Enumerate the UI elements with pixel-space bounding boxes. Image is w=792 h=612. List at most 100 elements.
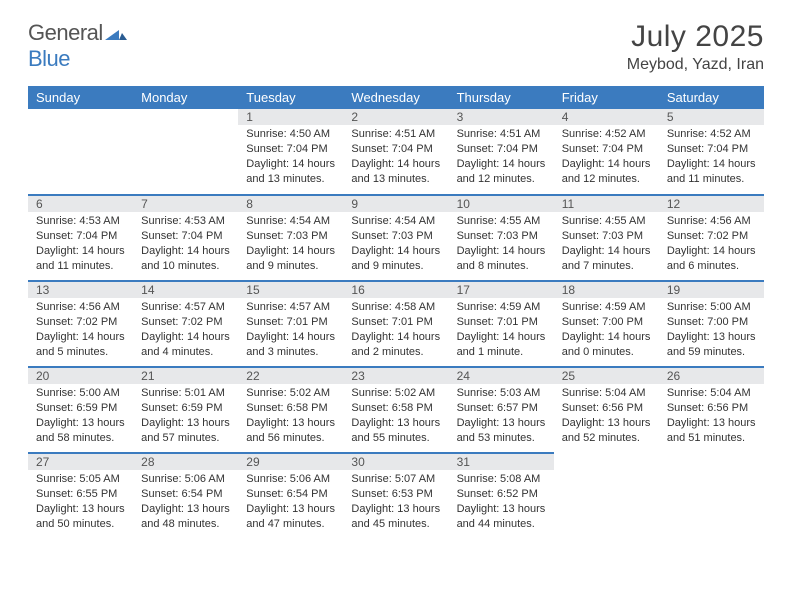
calendar-cell [659,453,764,539]
page-title: July 2025 [627,20,764,54]
daylight-label: Daylight: [36,245,79,257]
sunrise-value: 4:55 AM [500,215,540,227]
day-details: Sunrise: 4:55 AMSunset: 7:03 PMDaylight:… [449,212,554,277]
sunset-label: Sunset: [562,316,599,328]
day-details: Sunrise: 4:57 AMSunset: 7:01 PMDaylight:… [238,298,343,363]
calendar-cell: 27Sunrise: 5:05 AMSunset: 6:55 PMDayligh… [28,453,133,539]
day-details: Sunrise: 4:54 AMSunset: 7:03 PMDaylight:… [343,212,448,277]
sunset-value: 6:56 PM [707,402,748,414]
day-number: 9 [343,196,448,212]
sunset-value: 6:57 PM [497,402,538,414]
day-number: 24 [449,368,554,384]
sunrise-value: 4:51 AM [395,128,435,140]
day-details: Sunrise: 5:02 AMSunset: 6:58 PMDaylight:… [238,384,343,449]
sunset-label: Sunset: [141,402,178,414]
sunrise-label: Sunrise: [562,301,602,313]
sunset-label: Sunset: [36,402,73,414]
sunrise-value: 4:59 AM [500,301,540,313]
sunrise-label: Sunrise: [351,473,391,485]
calendar-cell: 24Sunrise: 5:03 AMSunset: 6:57 PMDayligh… [449,367,554,453]
calendar-cell: 20Sunrise: 5:00 AMSunset: 6:59 PMDayligh… [28,367,133,453]
calendar-cell: 10Sunrise: 4:55 AMSunset: 7:03 PMDayligh… [449,195,554,281]
day-details: Sunrise: 4:56 AMSunset: 7:02 PMDaylight:… [28,298,133,363]
daylight-label: Daylight: [141,331,184,343]
day-details: Sunrise: 4:55 AMSunset: 7:03 PMDaylight:… [554,212,659,277]
logo-text-gray: General [28,20,103,45]
sunset-value: 6:54 PM [182,488,223,500]
day-number: 17 [449,282,554,298]
day-number: 5 [659,109,764,125]
daylight-label: Daylight: [141,503,184,515]
daylight-label: Daylight: [36,417,79,429]
sunrise-value: 5:06 AM [185,473,225,485]
sunset-value: 7:03 PM [602,230,643,242]
calendar-cell: 12Sunrise: 4:56 AMSunset: 7:02 PMDayligh… [659,195,764,281]
day-header: Tuesday [238,86,343,109]
day-details: Sunrise: 4:50 AMSunset: 7:04 PMDaylight:… [238,125,343,190]
calendar-cell: 14Sunrise: 4:57 AMSunset: 7:02 PMDayligh… [133,281,238,367]
daylight-label: Daylight: [562,245,605,257]
day-number: 14 [133,282,238,298]
calendar-cell [554,453,659,539]
calendar-cell [28,109,133,195]
calendar-body: 1Sunrise: 4:50 AMSunset: 7:04 PMDaylight… [28,109,764,539]
sunset-label: Sunset: [457,316,494,328]
daylight-label: Daylight: [246,245,289,257]
daylight-label: Daylight: [351,503,394,515]
sunrise-value: 4:59 AM [605,301,645,313]
day-details: Sunrise: 4:53 AMSunset: 7:04 PMDaylight:… [28,212,133,277]
location-label: Meybod, Yazd, Iran [627,56,764,74]
calendar-cell: 29Sunrise: 5:06 AMSunset: 6:54 PMDayligh… [238,453,343,539]
sunset-value: 7:01 PM [497,316,538,328]
sunset-label: Sunset: [562,402,599,414]
sunset-value: 6:54 PM [287,488,328,500]
sunrise-value: 5:06 AM [290,473,330,485]
day-details: Sunrise: 4:52 AMSunset: 7:04 PMDaylight:… [554,125,659,190]
sunrise-value: 4:50 AM [290,128,330,140]
day-header: Wednesday [343,86,448,109]
calendar-cell: 26Sunrise: 5:04 AMSunset: 6:56 PMDayligh… [659,367,764,453]
day-details: Sunrise: 4:59 AMSunset: 7:00 PMDaylight:… [554,298,659,363]
sunset-value: 6:59 PM [182,402,223,414]
sunrise-value: 5:04 AM [605,387,645,399]
calendar-cell: 2Sunrise: 4:51 AMSunset: 7:04 PMDaylight… [343,109,448,195]
day-number: 10 [449,196,554,212]
sunset-value: 6:52 PM [497,488,538,500]
day-details: Sunrise: 4:58 AMSunset: 7:01 PMDaylight:… [343,298,448,363]
sunrise-label: Sunrise: [141,473,181,485]
sunrise-label: Sunrise: [141,387,181,399]
sunrise-label: Sunrise: [667,128,707,140]
sunrise-value: 5:01 AM [185,387,225,399]
calendar-row: 1Sunrise: 4:50 AMSunset: 7:04 PMDaylight… [28,109,764,195]
sunrise-label: Sunrise: [36,473,76,485]
day-details: Sunrise: 5:02 AMSunset: 6:58 PMDaylight:… [343,384,448,449]
daylight-label: Daylight: [36,331,79,343]
sunrise-value: 4:54 AM [290,215,330,227]
daylight-label: Daylight: [667,245,710,257]
title-block: July 2025 Meybod, Yazd, Iran [627,20,764,74]
sunset-value: 6:59 PM [76,402,117,414]
day-number: 25 [554,368,659,384]
daylight-label: Daylight: [246,417,289,429]
sunrise-label: Sunrise: [246,473,286,485]
sunset-label: Sunset: [562,143,599,155]
day-number: 4 [554,109,659,125]
sunrise-value: 5:03 AM [500,387,540,399]
calendar-cell: 17Sunrise: 4:59 AMSunset: 7:01 PMDayligh… [449,281,554,367]
calendar-cell: 4Sunrise: 4:52 AMSunset: 7:04 PMDaylight… [554,109,659,195]
sunset-value: 7:00 PM [707,316,748,328]
sunset-label: Sunset: [457,488,494,500]
daylight-label: Daylight: [246,158,289,170]
sunrise-label: Sunrise: [667,387,707,399]
day-number: 28 [133,454,238,470]
daylight-label: Daylight: [351,158,394,170]
sunset-value: 7:00 PM [602,316,643,328]
day-details: Sunrise: 5:05 AMSunset: 6:55 PMDaylight:… [28,470,133,535]
day-number: 21 [133,368,238,384]
sunset-label: Sunset: [667,402,704,414]
sunset-label: Sunset: [36,230,73,242]
sunrise-value: 4:51 AM [500,128,540,140]
sunset-value: 7:03 PM [287,230,328,242]
day-header: Friday [554,86,659,109]
sunset-label: Sunset: [457,230,494,242]
